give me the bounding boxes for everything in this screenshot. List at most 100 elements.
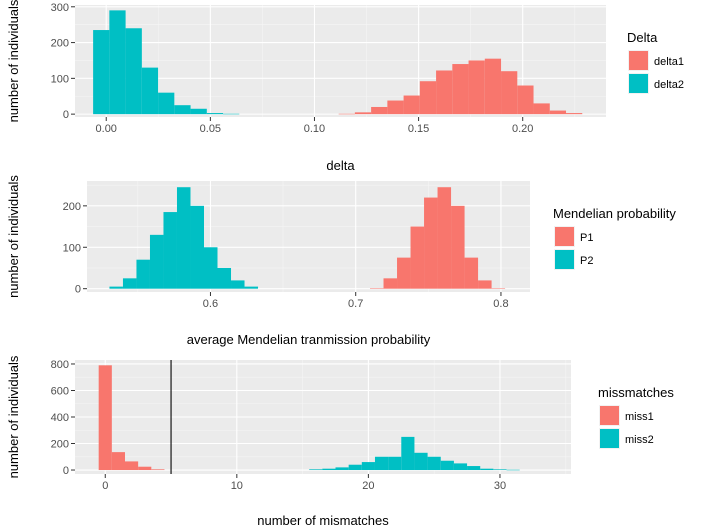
histogram-bar-delta2 [174,105,191,115]
legend: Delta delta1 delta2 [627,30,684,94]
histogram-bar-miss1 [124,461,139,471]
x-axis-title: number of mismatches [257,513,389,528]
histogram-bar-miss2 [388,456,402,471]
histogram-bar-delta1 [468,60,485,115]
histogram-bar-P1 [383,278,398,289]
y-tick-label: 400 [51,412,69,424]
histogram-bar-miss2 [322,468,336,471]
histogram-bar-delta1 [338,113,355,115]
x-tick-label: 30 [494,480,506,492]
histogram-bar-delta2 [125,28,142,115]
y-tick-label: 200 [51,439,69,451]
legend-swatch-miss2 [600,429,619,448]
histogram-bar-P2 [136,259,150,289]
histogram-bar-P2 [176,187,191,289]
histogram-bar-miss2 [480,468,494,471]
histogram-bar-miss2 [361,462,375,471]
y-tick-label: 0 [63,109,69,121]
histogram-bar-miss2 [506,469,520,471]
x-tick-label: 10 [231,480,243,492]
legend: Mendelian probability P1 P2 [553,206,676,270]
histogram-bar-miss2 [374,456,389,471]
histogram-bar-delta1 [501,71,518,115]
y-axis-title: number of individuals [6,175,21,298]
histogram-bar-miss1 [138,466,152,471]
y-tick-label: 100 [51,73,69,85]
histogram-bar-miss2 [453,463,468,471]
histogram-bar-delta1 [484,58,502,115]
x-tick-label: 0.15 [408,123,429,135]
y-tick-label: 800 [51,359,69,371]
y-tick-label: 300 [51,2,69,14]
histogram-bar-delta1 [403,95,420,115]
x-tick-label: 0 [102,480,108,492]
legend-title: Delta [627,30,658,45]
histogram-bar-P1 [397,257,411,289]
x-tick-label: 0.00 [96,123,117,135]
legend-swatch-P1 [555,227,574,246]
histogram-bar-delta2 [190,108,207,115]
x-tick-label: 20 [362,480,374,492]
histogram-bar-delta1 [566,113,583,115]
histogram-bar-miss2 [335,467,349,471]
y-axis-title: number of individuals [6,355,21,478]
histogram-bar-P2 [149,234,164,289]
histogram-bar-P1 [410,226,425,289]
histogram-bar-miss2 [401,436,415,471]
histogram-bar-delta1 [452,64,469,115]
legend-swatch-miss1 [600,406,619,425]
histogram-bar-P2 [109,286,123,289]
histogram-bar-delta1 [533,103,550,115]
x-tick-label: 0.8 [493,298,508,310]
histogram-bar-miss2 [414,452,428,471]
legend-title: missmatches [598,385,674,400]
histogram-bar-P2 [231,280,245,289]
histogram-bar-delta1 [517,85,534,115]
y-tick-label: 0 [63,465,69,477]
histogram-bar-P1 [464,257,479,289]
legend-label-delta1: delta1 [654,56,684,68]
histogram-bar-P1 [451,205,465,289]
legend-swatch-P2 [555,250,574,269]
histogram-bar-P2 [163,212,177,289]
y-tick-label: 0 [75,284,81,296]
legend-label-P2: P2 [580,255,593,267]
histogram-bar-miss2 [309,469,323,471]
histogram-bar-miss1 [151,469,165,471]
y-axis-title: number of individuals [6,0,21,122]
x-axis-title: average Mendelian tranmission probabilit… [187,332,431,347]
x-tick-label: 0.7 [348,298,363,310]
legend-label-miss1: miss1 [625,411,654,423]
histogram-bar-P1 [437,187,452,289]
histogram-bar-delta2 [158,92,175,115]
histogram-bar-delta1 [371,106,388,115]
x-axis-title: delta [326,158,355,173]
histogram-bar-delta2 [141,67,159,115]
histogram-bar-P2 [203,247,218,289]
legend-swatch-delta1 [629,51,648,70]
histogram-bar-miss2 [440,460,454,471]
histogram-bar-P1 [370,288,384,289]
histogram-bar-P1 [424,197,438,289]
chart-panel-2: 0.6 0.7 0.8 0 100 200 average Mendelian tranmi… [6,175,676,347]
histogram-bar-delta2 [223,113,240,115]
chart-panel-3: 0 10 20 30 0 200 400 600 800 number of mismatches… [6,355,674,528]
histogram-bar-delta2 [93,30,110,115]
x-tick-label: 0.05 [200,123,221,135]
histogram-bar-miss2 [467,466,481,471]
histogram-bar-miss2 [348,464,362,471]
y-tick-label: 600 [51,385,69,397]
histogram-bar-P2 [217,267,232,289]
y-tick-label: 200 [51,38,69,50]
legend-label-miss2: miss2 [625,434,654,446]
legend-swatch-delta2 [629,74,648,93]
x-tick-label: 0.10 [304,123,325,135]
histogram-bar-delta1 [549,110,567,115]
legend-label-delta2: delta2 [654,79,684,91]
histogram-bar-P2 [244,286,259,289]
histogram-bar-P1 [491,288,506,289]
legend: missmatches miss1 miss2 [598,385,674,449]
x-tick-label: 0.20 [512,123,533,135]
y-tick-label: 100 [63,242,81,254]
